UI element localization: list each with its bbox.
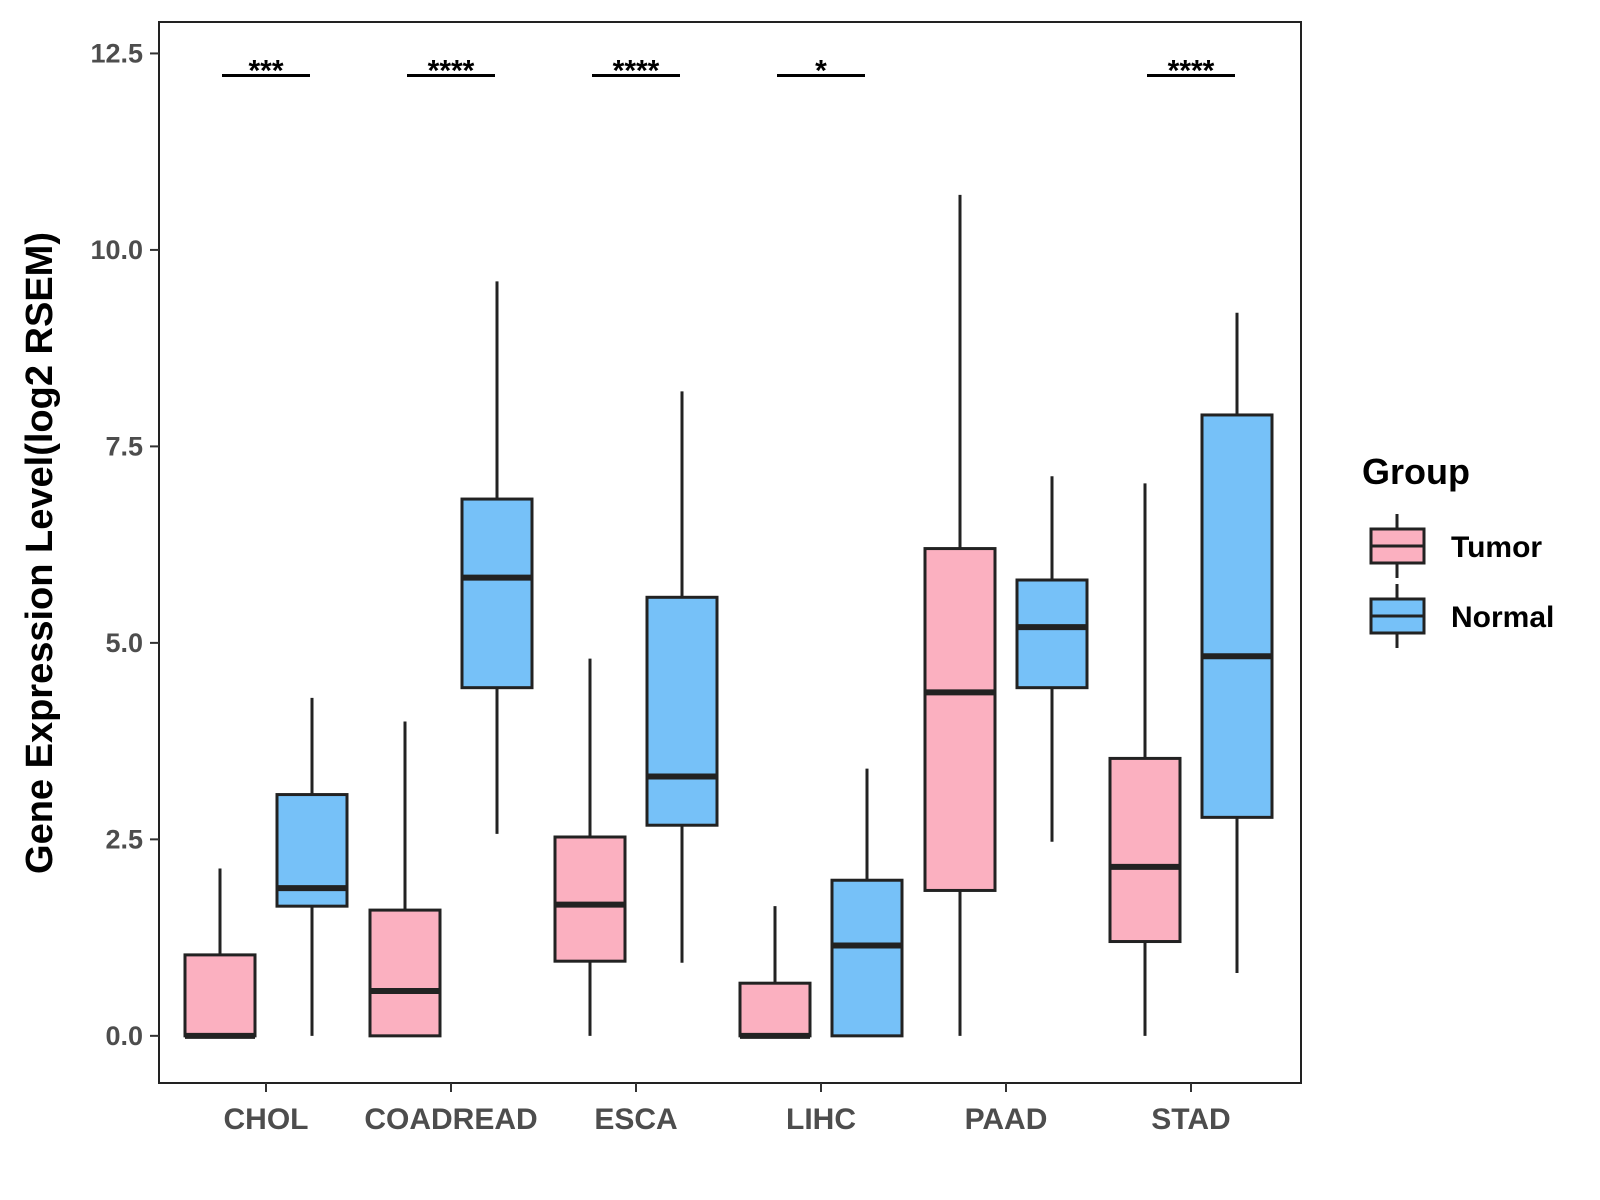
box-body <box>645 595 719 827</box>
significance-label: *** <box>248 54 283 87</box>
y-tick-label: 2.5 <box>105 824 143 854</box>
box-tumor-esca <box>553 658 627 1036</box>
y-tick-label: 5.0 <box>105 628 143 658</box>
x-tick-label: COADREAD <box>364 1103 537 1136</box>
y-tick-label: 7.5 <box>105 431 143 461</box>
box-body <box>1200 413 1274 819</box>
box-normal-lihc <box>830 768 904 1038</box>
legend-item-normal: Normal <box>1369 584 1554 648</box>
legend-label: Tumor <box>1451 531 1542 564</box>
plot-border <box>158 21 1302 1084</box>
box-body <box>368 908 442 1038</box>
legend-label: Normal <box>1451 601 1554 634</box>
y-tick-label: 12.5 <box>90 38 143 68</box>
legend-item-tumor: Tumor <box>1369 514 1542 578</box>
x-tick-label: PAAD <box>965 1103 1048 1136</box>
box-body <box>1108 756 1182 944</box>
box-body <box>553 835 627 963</box>
box-body <box>1015 578 1089 690</box>
box-tumor-coadread <box>368 721 442 1038</box>
significance-label: **** <box>428 54 475 87</box>
x-tick-label: STAD <box>1151 1103 1230 1136</box>
y-tick-label: 10.0 <box>90 235 143 265</box>
box-body <box>738 981 812 1038</box>
box-body <box>183 953 257 1038</box>
legend-title: Group <box>1362 451 1470 492</box>
y-axis-title: Gene Expression Level(log2 RSEM) <box>19 232 61 874</box>
box-body <box>830 878 904 1038</box>
box-normal-esca <box>645 391 719 963</box>
box-tumor-paad <box>923 194 997 1036</box>
box-normal-paad <box>1015 476 1089 842</box>
significance-label: * <box>815 54 827 87</box>
box-body <box>460 497 534 690</box>
box-normal-stad <box>1200 312 1274 973</box>
x-tick-label: LIHC <box>786 1103 856 1136</box>
box-body <box>923 547 997 892</box>
y-axis: 0.0 2.5 5.0 7.5 10.0 12.5 <box>90 38 159 1051</box>
x-axis: CHOL COADREAD ESCA LIHC PAAD STAD <box>224 1083 1231 1136</box>
y-tick-label: 0.0 <box>105 1021 143 1051</box>
box-tumor-lihc <box>738 906 812 1039</box>
box-normal-coadread <box>460 281 534 834</box>
significance-label: **** <box>613 54 660 87</box>
significance-label: **** <box>1168 54 1215 87</box>
plot-area: *** **** **** * **** <box>158 21 1302 1084</box>
x-tick-label: CHOL <box>224 1103 309 1136</box>
box-tumor-stad <box>1108 483 1182 1036</box>
legend: Group Tumor Normal <box>1362 451 1554 648</box>
box-tumor-chol <box>183 868 257 1039</box>
box-normal-chol <box>275 697 349 1036</box>
x-tick-label: ESCA <box>594 1103 677 1136</box>
